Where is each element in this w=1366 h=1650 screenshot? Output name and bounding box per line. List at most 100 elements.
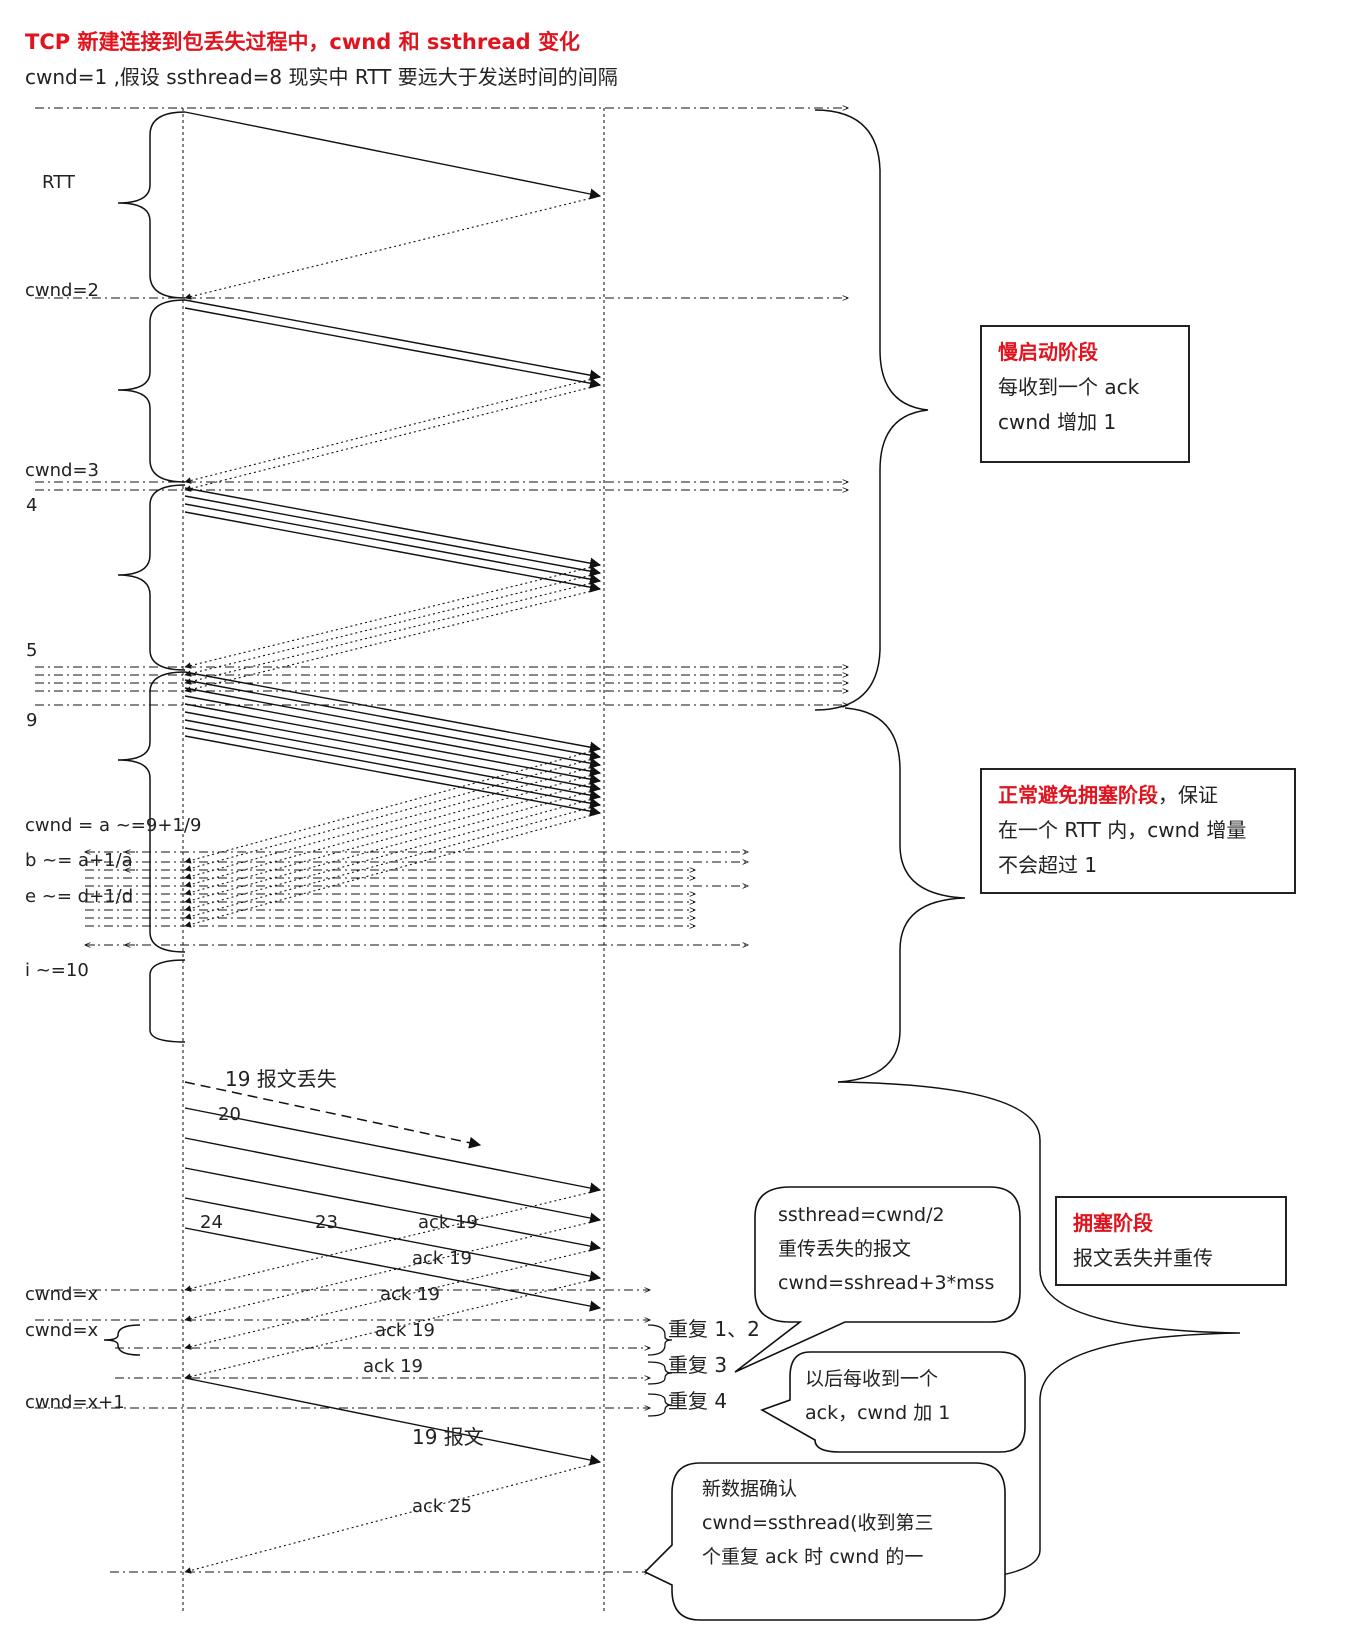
data-segment-arrow-1 xyxy=(184,111,602,200)
ack-arrow-1 xyxy=(184,195,601,300)
data-segment-arrow-10 xyxy=(184,687,602,769)
slow-start-box: 慢启动阶段 每收到一个 ack cwnd 增加 1 xyxy=(980,325,1190,463)
cwnd-i-label: i ~=10 xyxy=(25,960,89,981)
callout-balloons xyxy=(643,1186,1026,1621)
dup-brackets xyxy=(647,1324,673,1417)
data-segment-arrow-12 xyxy=(184,703,602,785)
dup-ack-12-label: 重复 1、2 xyxy=(668,1317,760,1341)
dup-ack-arrow-2 xyxy=(184,1219,601,1322)
data-segment-arrow-14 xyxy=(184,719,602,801)
packet-arrow-20 xyxy=(184,1107,602,1194)
congestion-avoidance-box: 正常避免拥塞阶段，保证 在一个 RTT 内，cwnd 增量 不会超过 1 xyxy=(980,768,1296,894)
data-segment-arrow-8 xyxy=(184,671,602,753)
data-segment-arrow-11 xyxy=(184,695,602,777)
callout-ack-shape xyxy=(760,1351,1026,1453)
callout-ack-line1: 以后每收到一个 xyxy=(805,1368,939,1390)
dup-ack-3-label: 重复 3 xyxy=(668,1353,728,1377)
packet-arrow-23 xyxy=(184,1197,602,1282)
cwnd-x1-label: cwnd=x+1 xyxy=(25,1392,125,1413)
congest-line1: 报文丢失并重传 xyxy=(1073,1246,1213,1270)
callout-newdata-line2: cwnd=ssthread(收到第三 xyxy=(702,1512,934,1534)
callout-new-data: 新数据确认 cwnd=ssthread(收到第三 个重复 ack 时 cwnd … xyxy=(702,1472,934,1574)
rtt-label: RTT xyxy=(42,172,75,193)
congest-title: 拥塞阶段 xyxy=(1073,1211,1153,1235)
rtt-braces xyxy=(103,111,186,1356)
data-segment-arrow-3 xyxy=(184,307,602,389)
data-segment-arrow-16 xyxy=(184,735,602,817)
dup-ack-arrow-3 xyxy=(184,1247,601,1350)
dup-ack-arrow-1 xyxy=(184,1189,601,1292)
callout-newdata-line3: 个重复 ack 时 cwnd 的一 xyxy=(702,1546,924,1568)
data-segment-arrow-13 xyxy=(184,711,602,793)
avoid-line1: 在一个 RTT 内，cwnd 增量 xyxy=(998,818,1247,842)
data-segment-arrow-7 xyxy=(184,511,602,593)
ack-arrow-13 xyxy=(184,788,601,904)
cwnd2-label: cwnd=2 xyxy=(25,280,99,301)
callout-ack-increase: 以后每收到一个 ack，cwnd 加 1 xyxy=(805,1362,950,1430)
packet-loss-label: 19 报文丢失 xyxy=(225,1067,337,1091)
resend-19-arrow xyxy=(184,1377,602,1466)
ack-arrow-12 xyxy=(184,780,601,896)
data-segment-arrow-5 xyxy=(184,495,602,577)
diagram-title: TCP 新建连接到包丢失过程中，cwnd 和 ssthread 变化 xyxy=(25,30,580,54)
cwnd-a-label: cwnd = a ~=9+1/9 xyxy=(25,815,202,836)
count-4-label: 4 xyxy=(26,495,38,516)
ack19-label-4: ack 19 xyxy=(375,1320,435,1341)
cwnd3-label: cwnd=3 xyxy=(25,460,99,481)
avoid-line2: 不会超过 1 xyxy=(998,853,1098,877)
diagram-subtitle: cwnd=1 ,假设 ssthread=8 现实中 RTT 要远大于发送时间的间… xyxy=(25,65,618,89)
ack25-arrow xyxy=(184,1461,601,1574)
callout-ack-line2: ack，cwnd 加 1 xyxy=(805,1402,951,1424)
cwnd-e-label: e ~= d+1/d xyxy=(25,886,134,907)
callout-ssthread-line3: cwnd=sshread+3*mss xyxy=(778,1272,995,1294)
slow-start-title: 慢启动阶段 xyxy=(998,340,1098,364)
ack-arrow-3 xyxy=(184,384,601,492)
resend-19-label: 19 报文 xyxy=(412,1425,484,1449)
cwnd-x-label-1: cwnd=x xyxy=(25,1284,99,1305)
count-5-label: 5 xyxy=(26,640,38,661)
ack-arrow-4 xyxy=(184,564,601,669)
callout-ssthread-line2: 重传丢失的报文 xyxy=(778,1238,912,1260)
ack-arrow-11 xyxy=(184,772,601,888)
dup-ack-4-label: 重复 4 xyxy=(668,1389,728,1413)
cwnd-b-label: b ~= a+1/a xyxy=(25,850,133,871)
callout-ssthread-shape xyxy=(734,1186,1021,1373)
ack-arrow-14 xyxy=(184,796,601,912)
count-9-label: 9 xyxy=(26,710,38,731)
packet-arrow-22 xyxy=(184,1167,602,1252)
data-segment-arrow-2 xyxy=(184,299,602,381)
ack-arrow-2 xyxy=(184,376,601,484)
ack19-label-1: ack 19 xyxy=(418,1212,478,1233)
slow-start-line2: cwnd 增加 1 xyxy=(998,410,1117,434)
ack-arrow-5 xyxy=(184,572,601,677)
data-segment-arrow-15 xyxy=(184,727,602,809)
packet-20-label: 20 xyxy=(218,1104,241,1125)
ack-arrow-9 xyxy=(184,756,601,872)
ack25-label: ack 25 xyxy=(412,1496,472,1517)
callout-ssthread: ssthread=cwnd/2 重传丢失的报文 cwnd=sshread+3*m… xyxy=(778,1198,994,1300)
ack-arrow-6 xyxy=(184,580,601,685)
data-segment-arrow-4 xyxy=(184,487,602,569)
ack-arrow-8 xyxy=(184,748,601,864)
data-segment-arrow-6 xyxy=(184,503,602,585)
phase-braces xyxy=(814,109,1241,1581)
ack-arrow-7 xyxy=(184,588,601,693)
lost-packet-19-arrow xyxy=(184,1081,482,1149)
dup-ack-arrow-4 xyxy=(184,1277,601,1380)
avoid-title: 正常避免拥塞阶段 xyxy=(998,783,1158,807)
slow-start-line1: 每收到一个 ack xyxy=(998,375,1140,399)
ack19-label-3: ack 19 xyxy=(380,1284,440,1305)
congestion-box: 拥塞阶段 报文丢失并重传 xyxy=(1055,1196,1287,1286)
ack19-label-2: ack 19 xyxy=(412,1248,472,1269)
data-segment-arrow-9 xyxy=(184,679,602,761)
callout-newdata-shape xyxy=(643,1462,1006,1621)
packet-24-label: 24 xyxy=(200,1212,223,1233)
packet-23-label: 23 xyxy=(315,1212,338,1233)
ack19-label-5: ack 19 xyxy=(363,1356,423,1377)
avoid-title-suffix: ，保证 xyxy=(1158,783,1218,807)
callout-ssthread-line1: ssthread=cwnd/2 xyxy=(778,1204,945,1226)
cwnd-x-label-2: cwnd=x xyxy=(25,1320,99,1341)
callout-newdata-line1: 新数据确认 xyxy=(702,1478,798,1500)
ack-arrow-10 xyxy=(184,764,601,880)
